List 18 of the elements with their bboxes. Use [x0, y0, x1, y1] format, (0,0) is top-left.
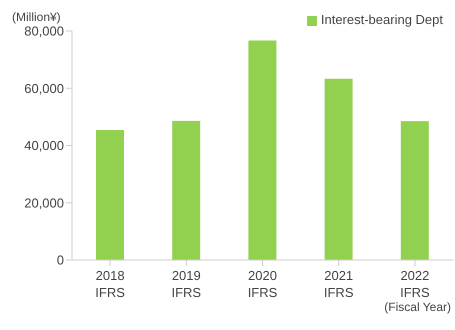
- y-tick-label: 40,000: [24, 138, 64, 154]
- y-tick-label: 20,000: [24, 195, 64, 210]
- bar: [96, 130, 124, 260]
- x-axis-title: (Fiscal Year): [384, 300, 451, 314]
- y-axis-title: (Million¥): [12, 10, 61, 24]
- x-tick-label: 2019 IFRS: [171, 268, 202, 300]
- x-tick-label: 2021 IFRS: [324, 268, 354, 300]
- legend-label: Interest-bearing Dept: [320, 12, 443, 27]
- x-tick-label: 2020 IFRS: [248, 268, 278, 300]
- y-tick-label: 60,000: [24, 80, 64, 96]
- y-tick-label: 0: [56, 252, 64, 268]
- bar: [248, 40, 276, 260]
- bar: [400, 121, 429, 260]
- x-tick-label: 2022 IFRS: [400, 268, 430, 300]
- x-tick-label: 2018 IFRS: [95, 268, 126, 300]
- bar: [324, 78, 353, 260]
- y-tick-label: 80,000: [24, 24, 64, 39]
- bar: [172, 120, 200, 260]
